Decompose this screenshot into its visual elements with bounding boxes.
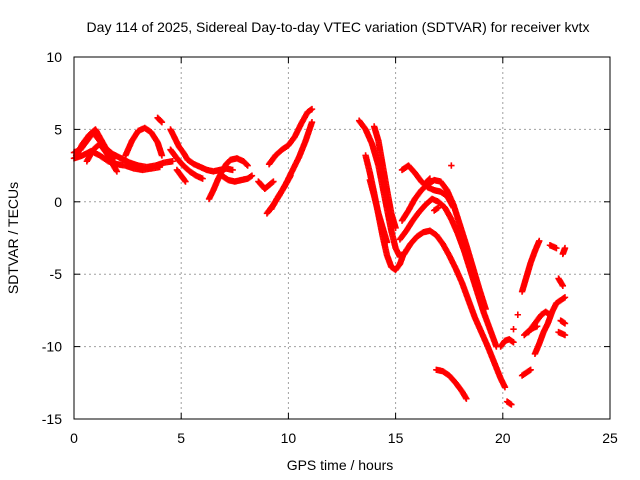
data-point [383, 239, 391, 246]
x-tick-label: 0 [70, 430, 78, 446]
x-axis-title: GPS time / hours [287, 457, 394, 473]
data-point [426, 175, 434, 182]
grid-lines [74, 57, 610, 419]
data-point [425, 176, 433, 183]
data-point [510, 339, 517, 346]
data-points [70, 105, 569, 408]
data-point [510, 326, 517, 333]
data-point [561, 331, 569, 339]
data-point [501, 383, 509, 391]
data-point [561, 244, 569, 252]
data-point [559, 282, 567, 289]
y-tick-label: -15 [42, 411, 62, 427]
data-point [463, 395, 470, 402]
data-point [158, 118, 166, 126]
data-point [244, 162, 251, 169]
y-tick-label: -10 [42, 339, 62, 355]
y-tick-label: -5 [50, 266, 63, 282]
y-axis-title: SDTVAR / TECUs [5, 182, 21, 294]
data-point [400, 249, 408, 256]
plot-frame [73, 56, 611, 420]
data-point [248, 172, 256, 179]
data-point [269, 179, 276, 186]
data-point [199, 175, 206, 182]
y-tick-label: 5 [54, 121, 62, 137]
data-point [448, 162, 455, 169]
y-tick-labels: -15 -10 -5 0 5 10 [42, 49, 62, 427]
x-tick-label: 25 [602, 430, 618, 446]
axis-ticks [73, 56, 611, 420]
chart-title: Day 114 of 2025, Sidereal Day-to-day VTE… [87, 19, 590, 35]
data-point [156, 163, 163, 171]
data-point [435, 204, 442, 211]
data-point [533, 323, 541, 330]
data-point [536, 237, 543, 245]
data-point [561, 320, 569, 327]
data-point [243, 161, 251, 168]
x-tick-label: 20 [495, 430, 511, 446]
x-tick-label: 15 [388, 430, 404, 446]
data-point [508, 401, 515, 408]
data-point [169, 158, 176, 165]
data-point [158, 152, 166, 159]
data-point [270, 178, 277, 185]
data-point [392, 224, 399, 232]
x-tick-label: 10 [281, 430, 297, 446]
y-tick-label: 0 [54, 194, 62, 210]
data-point [482, 305, 489, 313]
data-point [514, 311, 522, 318]
data-point [308, 105, 316, 113]
data-point [287, 172, 294, 179]
data-point [450, 204, 457, 211]
data-point [561, 294, 569, 301]
data-point [308, 118, 316, 126]
data-point [553, 244, 560, 252]
data-point [181, 177, 188, 184]
x-tick-labels: 0 5 10 15 20 25 [70, 430, 618, 446]
data-point [182, 178, 189, 185]
y-tick-label: 10 [46, 49, 62, 65]
data-point [157, 118, 165, 125]
data-point [229, 166, 236, 174]
x-tick-label: 5 [177, 430, 185, 446]
data-point [113, 168, 121, 175]
data-point [527, 366, 534, 373]
